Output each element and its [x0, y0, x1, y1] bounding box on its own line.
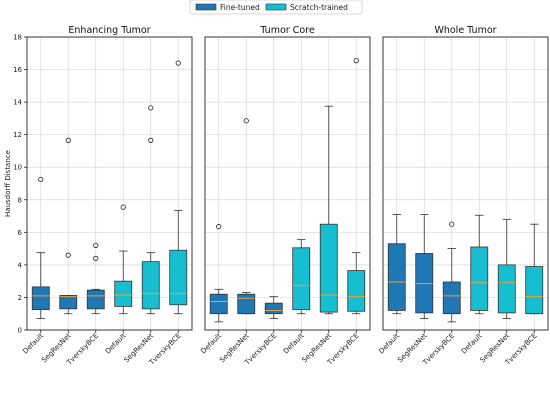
panel-frame	[26, 36, 193, 331]
panel-title: Enhancing Tumor	[68, 25, 150, 36]
panel: Enhancing Tumor024681012141618DefaultSeg…	[13, 25, 193, 367]
box-1	[237, 118, 256, 315]
outlier-point	[449, 221, 455, 227]
outlier-point	[38, 176, 44, 183]
legend: Fine-tuned Scratch-trained	[189, 0, 363, 15]
outlier-point	[243, 118, 249, 124]
box-4	[141, 105, 160, 315]
outlier-point	[93, 255, 99, 261]
box-1	[59, 137, 78, 315]
box-4	[319, 105, 338, 315]
y-tick-label: 12	[13, 131, 22, 139]
y-tick-label: 10	[13, 164, 22, 172]
outlier-point	[175, 60, 181, 66]
box-iqr	[237, 293, 256, 315]
y-tick-label: 18	[13, 34, 22, 42]
box-5	[525, 223, 544, 315]
box-iqr	[264, 302, 283, 315]
box-iqr	[497, 264, 516, 314]
box-iqr	[31, 286, 50, 311]
box-5	[347, 58, 366, 315]
panel-title: Tumor Core	[259, 25, 315, 36]
outlier-point	[120, 204, 126, 210]
box-iqr	[114, 280, 133, 307]
outlier-point	[148, 105, 154, 111]
box-0	[387, 214, 406, 315]
legend-entry: Fine-tuned	[220, 3, 260, 12]
box-0	[209, 224, 228, 323]
y-tick-label: 14	[13, 99, 22, 107]
box-iqr	[141, 261, 160, 310]
box-2	[86, 242, 105, 315]
box-0	[31, 176, 50, 320]
box-1	[415, 214, 434, 320]
box-iqr	[387, 243, 406, 311]
box-4	[497, 218, 516, 320]
y-tick-label: 6	[18, 229, 23, 237]
y-tick-label: 8	[18, 196, 22, 204]
outlier-point	[65, 137, 71, 143]
box-2	[264, 296, 283, 320]
x-tick-label: Default	[199, 332, 223, 356]
y-tick-label: 2	[18, 294, 22, 302]
y-axis-label: Hausdorff Distance	[4, 150, 12, 217]
box-iqr	[86, 289, 105, 310]
box-iqr	[292, 247, 311, 311]
box-iqr	[169, 249, 188, 306]
box-iqr	[209, 293, 228, 315]
outlier-point	[93, 242, 99, 248]
box-iqr	[59, 295, 78, 310]
box-3	[470, 214, 489, 315]
outlier-point	[148, 137, 154, 143]
box-iqr	[347, 270, 366, 312]
y-tick-label: 0	[18, 327, 22, 335]
outlier-point	[216, 224, 222, 230]
legend-swatch	[265, 3, 287, 11]
box-iqr	[319, 223, 338, 313]
box-iqr	[525, 266, 544, 315]
box-2	[442, 221, 461, 323]
legend-entry: Scratch-trained	[290, 3, 348, 12]
outlier-point	[353, 58, 359, 64]
panel-title: Whole Tumor	[434, 25, 496, 36]
box-iqr	[442, 281, 461, 315]
box-3	[114, 204, 133, 315]
x-tick-label: Default	[21, 332, 45, 356]
box-3	[292, 239, 311, 315]
box-5	[169, 60, 188, 315]
x-tick-label: Default	[104, 332, 128, 356]
y-tick-label: 4	[18, 261, 23, 269]
x-tick-label: Default	[282, 332, 306, 356]
panel-frame	[204, 36, 371, 331]
y-tick-label: 16	[13, 66, 22, 74]
x-tick-label: Default	[460, 332, 484, 356]
x-tick-label: Default	[377, 332, 401, 356]
panel-frame	[382, 36, 549, 331]
panels: Enhancing Tumor024681012141618DefaultSeg…	[13, 25, 549, 367]
box-iqr	[470, 246, 489, 311]
outlier-point	[65, 252, 71, 258]
legend-swatch	[195, 3, 217, 11]
